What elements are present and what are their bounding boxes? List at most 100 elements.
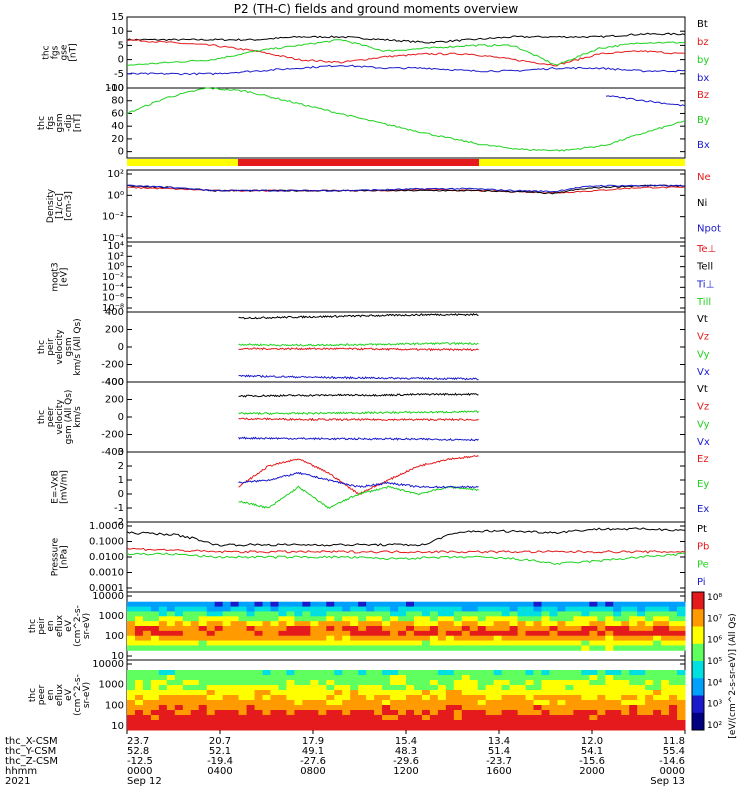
heatmap-cell	[533, 710, 543, 716]
heatmap-cell	[621, 621, 630, 627]
series-Pe	[126, 552, 686, 566]
legend-Vy: Vy	[697, 419, 710, 430]
heatmap-cell	[469, 645, 479, 651]
heatmap-cell	[517, 640, 527, 646]
heatmap-cell	[413, 621, 423, 627]
heatmap-cell	[342, 715, 351, 721]
heatmap-cell	[262, 645, 271, 651]
heatmap-cell	[437, 640, 447, 646]
heatmap-cell	[621, 705, 630, 711]
heatmap-cell	[238, 705, 248, 711]
heatmap-cell	[533, 695, 543, 701]
y-tick-label: 100	[105, 83, 124, 94]
heatmap-cell	[645, 601, 654, 608]
heatmap-cell	[238, 621, 248, 627]
legend-Ex: Ex	[697, 504, 709, 515]
series-Pt	[126, 527, 686, 547]
heatmap-cell	[294, 675, 303, 681]
heatmap-cell	[445, 645, 455, 651]
heatmap-cell	[429, 680, 439, 686]
heatmap-cell	[445, 690, 455, 696]
heatmap-cell	[549, 675, 558, 681]
heatmap-cell	[429, 700, 439, 706]
heatmap-cell	[406, 645, 415, 651]
heatmap-cell	[589, 616, 598, 622]
heatmap-cell	[150, 720, 160, 726]
heatmap-cell	[517, 680, 527, 686]
heatmap-cell	[525, 705, 535, 711]
ylabel-line: [nT]	[73, 114, 83, 132]
heatmap-cell	[677, 621, 686, 627]
heatmap-cell	[390, 645, 399, 651]
heatmap-cell	[214, 700, 224, 706]
heatmap-cell	[573, 616, 582, 622]
ylabel-line: en	[46, 689, 56, 700]
heatmap-cell	[517, 621, 527, 627]
heatmap-cell	[565, 680, 574, 686]
heatmap-cell	[437, 710, 447, 716]
heatmap-cell	[230, 601, 240, 608]
heatmap-cell	[621, 690, 630, 696]
heatmap-cell	[453, 630, 463, 637]
heatmap-cell	[669, 621, 678, 627]
heatmap-cell	[294, 630, 303, 637]
heatmap-cell	[629, 705, 638, 711]
heatmap-cell	[158, 695, 168, 701]
heatmap-cell	[565, 675, 574, 681]
heatmap-cell	[501, 635, 511, 642]
heatmap-cell	[517, 606, 527, 612]
heatmap-cell	[142, 700, 152, 706]
heatmap-cell	[541, 645, 550, 651]
heatmap-cell	[246, 621, 256, 627]
heatmap-cell	[645, 700, 654, 706]
heatmap-cell	[230, 616, 240, 622]
series-Ex	[238, 471, 479, 489]
heatmap-cell	[565, 685, 574, 691]
heatmap-cell	[198, 630, 208, 637]
heatmap-cell	[613, 705, 622, 711]
heatmap-cell	[429, 616, 439, 622]
heatmap-cell	[246, 725, 256, 731]
heatmap-cell	[182, 645, 192, 651]
heatmap-cell	[677, 695, 686, 701]
y-tick-label: 5	[118, 40, 124, 51]
heatmap-cell	[477, 621, 487, 627]
heatmap-cell	[549, 606, 558, 612]
y-tick-label: 200	[105, 395, 124, 406]
heatmap-cell	[573, 606, 582, 612]
heatmap-cell	[134, 675, 144, 681]
y-tick-label: -5	[114, 69, 124, 80]
heatmap-cell	[382, 601, 391, 608]
heatmap-cell	[262, 695, 271, 701]
heatmap-cell	[214, 685, 224, 691]
heatmap-cell	[334, 695, 343, 701]
heatmap-cell	[461, 700, 471, 706]
heatmap-cell	[286, 601, 295, 608]
heatmap-cell	[302, 685, 311, 691]
heatmap-cell	[134, 626, 144, 632]
heatmap-cell	[127, 611, 136, 617]
heatmap-cell	[334, 645, 343, 651]
heatmap-cell	[246, 690, 256, 696]
heatmap-cell	[382, 690, 391, 696]
heatmap-cell	[294, 695, 303, 701]
heatmap-cell	[230, 645, 240, 651]
colorbar-frame	[691, 591, 705, 731]
heatmap-cell	[270, 640, 279, 646]
heatmap-cell	[286, 621, 295, 627]
heatmap-cell	[533, 601, 543, 608]
heatmap-cell	[669, 635, 678, 642]
heatmap-cell	[398, 645, 407, 651]
heatmap-cell	[158, 611, 168, 617]
heatmap-cell	[310, 685, 319, 691]
y-tick-label: 0	[118, 55, 124, 66]
heatmap-cell	[150, 685, 160, 691]
heatmap-cell	[501, 680, 511, 686]
heatmap-cell	[310, 720, 319, 726]
heatmap-cell	[214, 695, 224, 701]
heatmap-cell	[477, 635, 487, 642]
heatmap-cell	[390, 640, 399, 646]
heatmap-cell	[525, 695, 535, 701]
heatmap-cell	[485, 685, 495, 691]
heatmap-cell	[533, 635, 543, 642]
